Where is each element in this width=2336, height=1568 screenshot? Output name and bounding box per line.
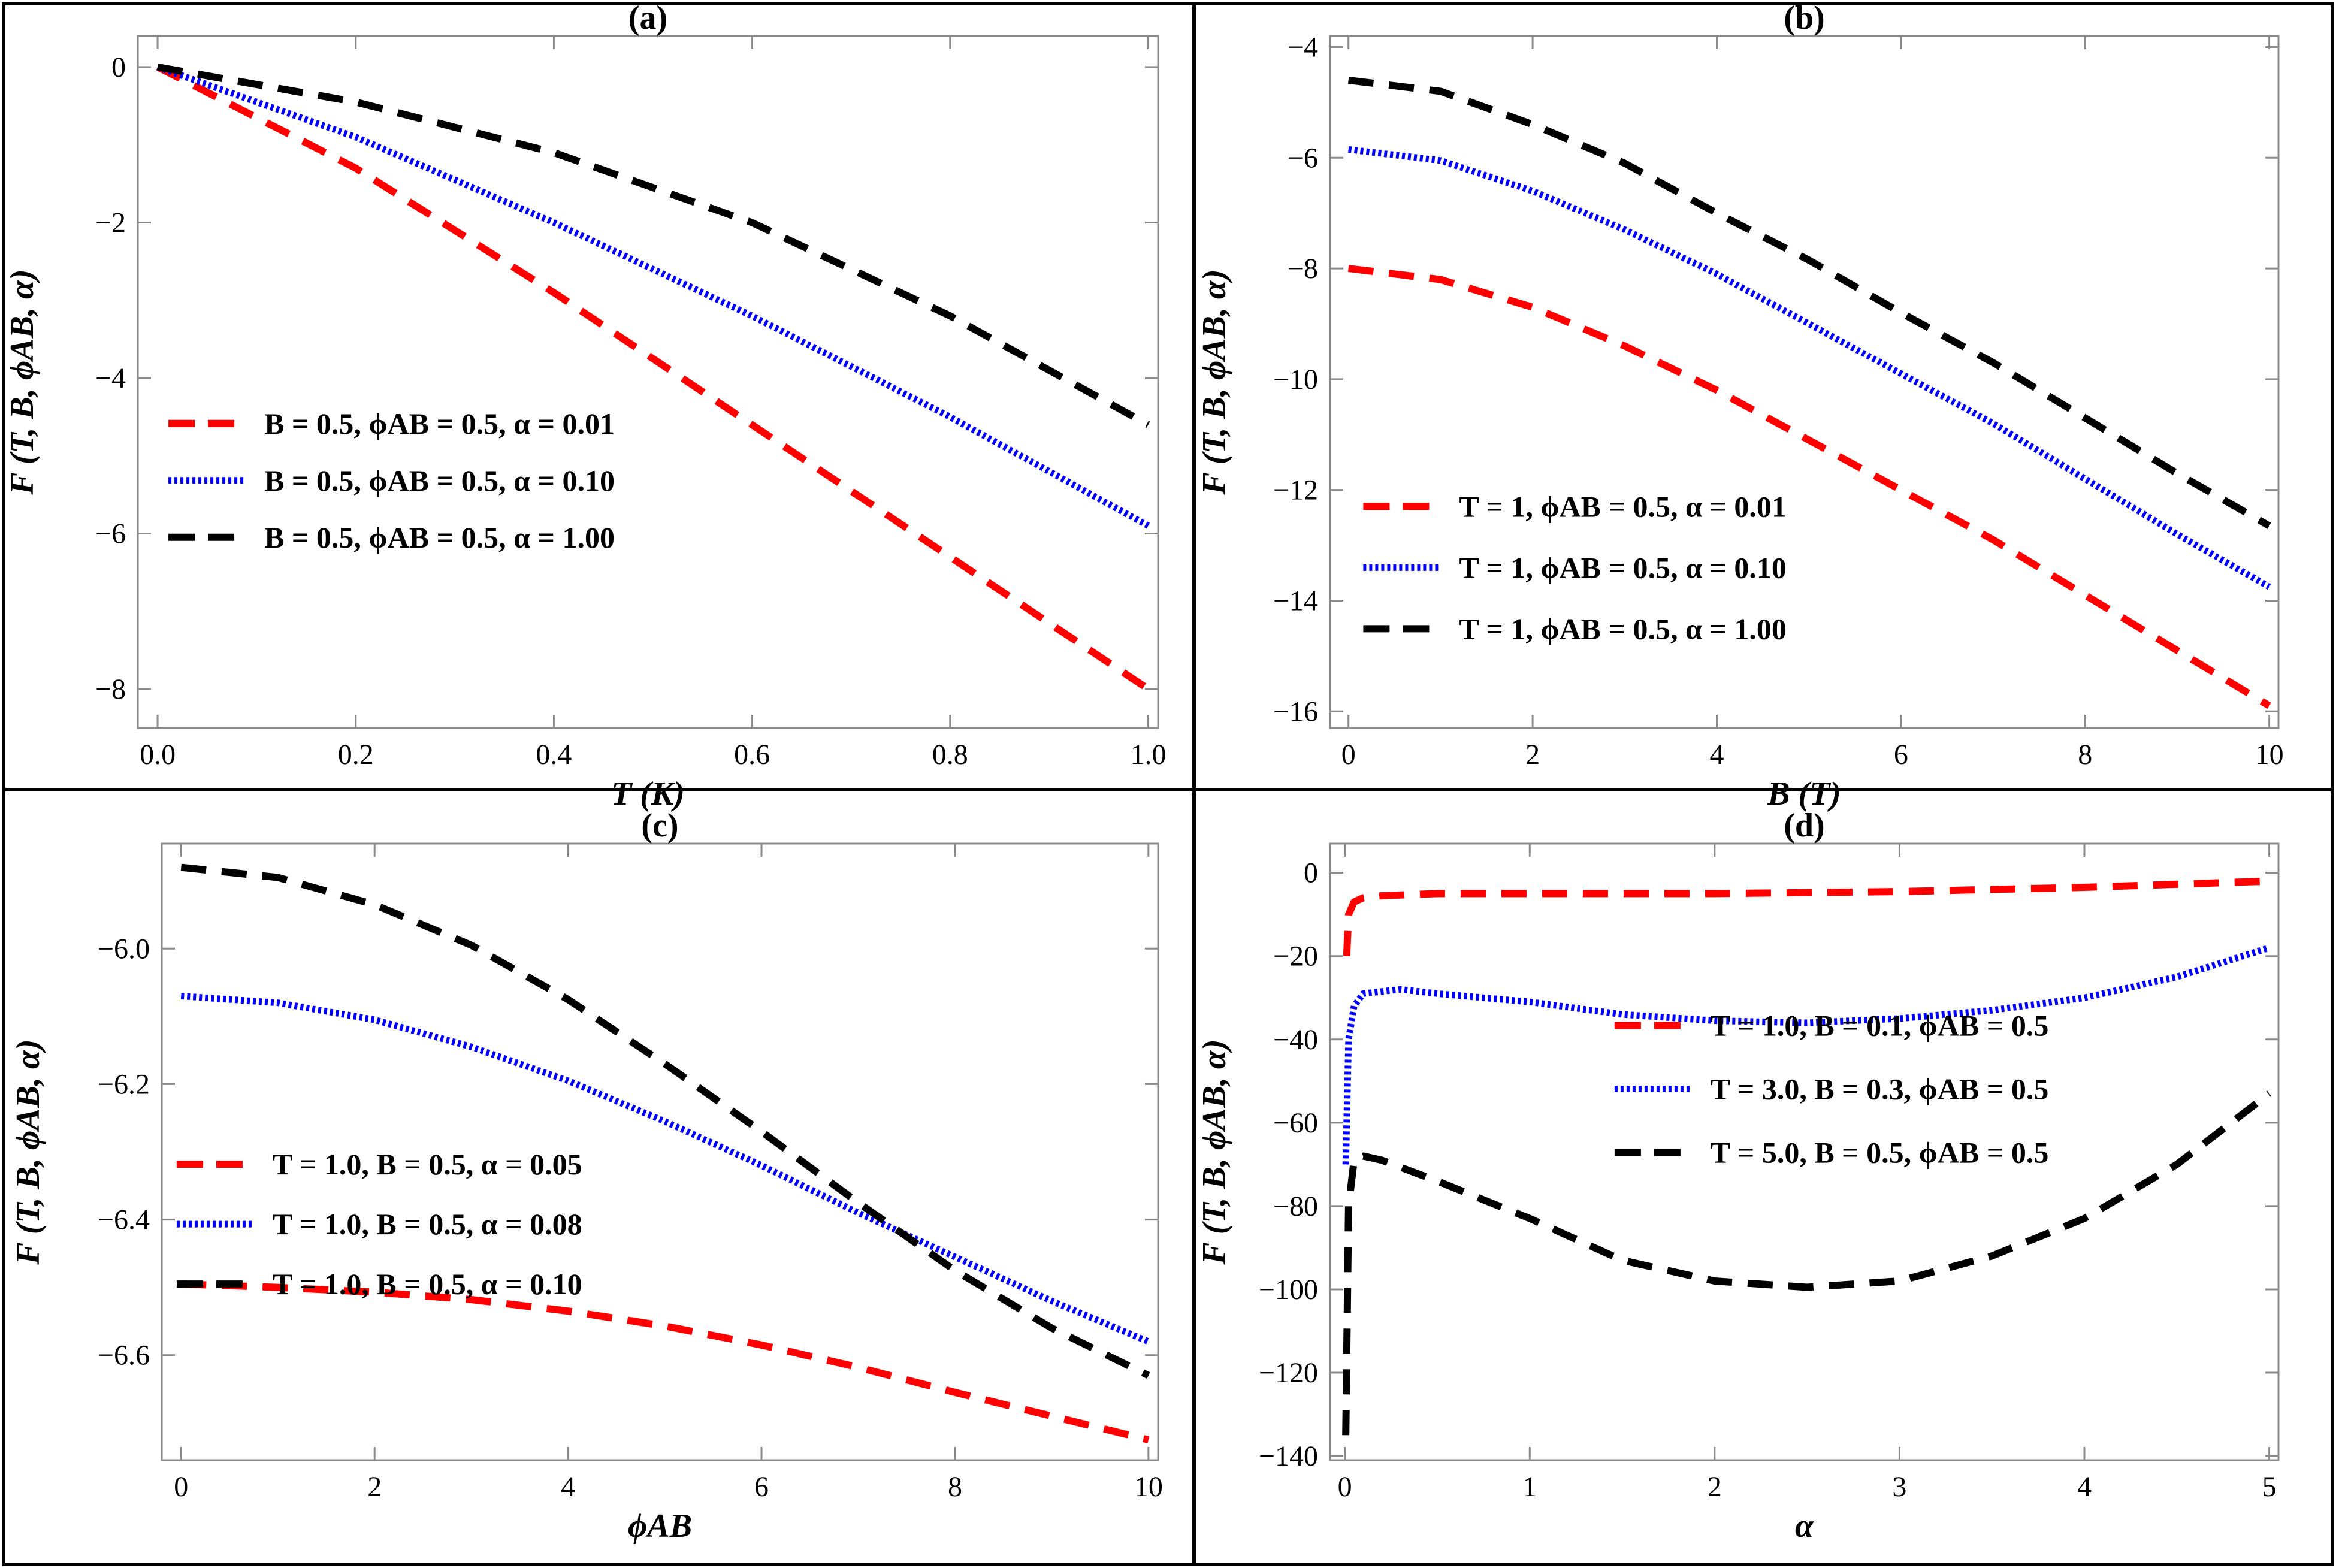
series-line-1	[181, 1280, 1150, 1443]
series-line-3	[157, 63, 1150, 428]
y-tick-label: −100	[1259, 1274, 1318, 1306]
y-tick-label: −4	[1288, 31, 1318, 63]
x-axis-label: α	[1795, 1507, 1814, 1545]
series-line-1	[156, 64, 1150, 693]
plot-frame	[1329, 842, 2280, 1461]
y-axis-label: F (T, B, ϕAB, α)	[4, 269, 41, 495]
chart-title: (a)	[628, 0, 667, 37]
y-tick-label: −2	[95, 207, 126, 238]
x-axis-label: ϕAB	[628, 1507, 692, 1545]
plot-frame	[137, 35, 1159, 729]
chart-title: (b)	[1784, 0, 1824, 37]
series-line-3	[180, 863, 1150, 1379]
legend-label-1: T = 1.0, B = 0.1, ϕAB = 0.5	[1711, 1009, 2048, 1043]
legend-label-1: B = 0.5, ϕAB = 0.5, α = 0.01	[264, 407, 615, 440]
y-tick-label: −80	[1273, 1191, 1318, 1222]
x-tick-label: 10	[2255, 739, 2284, 771]
legend: T = 1.0, B = 0.5, α = 0.05 T = 1.0, B = 0…	[176, 1147, 582, 1301]
legend: T = 1.0, B = 0.1, ϕAB = 0.5 T = 3.0, B = …	[1614, 1009, 2048, 1170]
x-tick-label: 3	[1892, 1471, 1906, 1503]
legend-label-2: B = 0.5, ϕAB = 0.5, α = 0.10	[264, 464, 615, 497]
y-tick-label: −6.0	[98, 933, 150, 965]
y-tick-label: 0	[1304, 857, 1318, 889]
x-tick-label: 2	[1708, 1471, 1722, 1503]
x-tick-label: 6	[1894, 739, 1908, 771]
y-tick-label: −120	[1259, 1357, 1318, 1389]
x-tick-label: 0	[174, 1471, 188, 1503]
x-tick-label: 10	[1134, 1471, 1163, 1503]
legend: B = 0.5, ϕAB = 0.5, α = 0.01 B = 0.5, ϕAB…	[168, 407, 615, 554]
y-tick-label: 0	[111, 52, 126, 83]
y-axis-label: F (T, B, ϕAB, α)	[10, 1039, 47, 1265]
x-axis-label: B (T)	[1767, 775, 1841, 812]
y-tick-label: −14	[1273, 585, 1318, 617]
panel-c: (c) 0 2 4 6 8 10 −6.0 −6.2 −6.4 −6.6 ϕAB F (T, B, ϕA…	[10, 807, 1163, 1545]
y-tick-label: −40	[1273, 1024, 1318, 1056]
x-tick-label: 1	[1522, 1471, 1537, 1503]
legend-label-1: T = 1.0, B = 0.5, α = 0.05	[273, 1147, 582, 1181]
x-tick-label: 0.8	[932, 739, 968, 771]
legend-label-2: T = 1.0, B = 0.5, α = 0.08	[273, 1207, 582, 1241]
x-tick-label: 2	[1525, 739, 1540, 771]
y-tick-label: −10	[1273, 364, 1318, 395]
plot-frame	[161, 842, 1159, 1461]
y-tick-label: −4	[95, 362, 126, 394]
legend-label-3: T = 1.0, B = 0.5, α = 0.10	[273, 1267, 582, 1301]
x-tick-label: 4	[1709, 739, 1724, 771]
panel-d: (d) 0 1 2 3 4 5 0 −20 −40 −60 −80 −100 −120 −140 α F (T,…	[1196, 807, 2280, 1545]
x-tick-label: 0.0	[140, 739, 176, 771]
y-tick-label: −6.2	[98, 1068, 150, 1100]
y-tick-label: −20	[1273, 941, 1318, 972]
series-line-2	[1342, 944, 2271, 1165]
legend-label-2: T = 3.0, B = 0.3, ϕAB = 0.5	[1711, 1072, 2048, 1106]
y-tick-label: −6.4	[98, 1204, 150, 1236]
x-tick-label: 2	[367, 1471, 382, 1503]
legend-label-3: B = 0.5, ϕAB = 0.5, α = 1.00	[264, 521, 615, 554]
y-tick-label: −60	[1273, 1107, 1318, 1139]
x-tick-label: 5	[2262, 1471, 2277, 1503]
series-line-3	[1347, 76, 2271, 529]
y-tick-label: −8	[1288, 253, 1318, 285]
x-axis-label: T (K)	[611, 775, 685, 812]
chart-title: (d)	[1784, 807, 1824, 844]
y-tick-label: −6	[1288, 142, 1318, 174]
y-tick-label: −16	[1273, 696, 1318, 727]
panel-b: (b) 0 2 4 6 8 10 −4 −6 −8 −10 −12 −14 −16 B (T) F (T, B…	[1196, 0, 2284, 812]
x-tick-label: 0	[1341, 739, 1356, 771]
panel-a: (a) 0.0 0.2 0.4 0.6 0.8 1.0 0 −2 −4 −6 −8 T (K) F (T,…	[4, 0, 1166, 812]
x-tick-label: 0	[1338, 1471, 1352, 1503]
series-line-1	[1343, 877, 2269, 956]
series-line-2	[180, 992, 1150, 1345]
x-tick-label: 4	[2077, 1471, 2092, 1503]
y-axis-label: F (T, B, ϕAB, α)	[1196, 1039, 1233, 1265]
legend: T = 1, ϕAB = 0.5, α = 0.01 T = 1, ϕAB = 0…	[1363, 490, 1787, 645]
y-tick-label: −140	[1259, 1440, 1318, 1472]
x-tick-label: 8	[948, 1471, 962, 1503]
x-tick-label: 4	[561, 1471, 575, 1503]
plot-frame	[1329, 35, 2280, 729]
y-tick-label: −12	[1273, 475, 1318, 506]
legend-label-2: T = 1, ϕAB = 0.5, α = 0.10	[1459, 551, 1786, 584]
series-line-2	[156, 64, 1150, 529]
series-line-1	[1347, 265, 2271, 709]
x-tick-label: 8	[2078, 739, 2092, 771]
y-tick-label: −6	[95, 518, 126, 550]
x-tick-label: 6	[754, 1471, 769, 1503]
legend-label-1: T = 1, ϕAB = 0.5, α = 0.01	[1459, 490, 1786, 523]
x-tick-label: 0.6	[734, 739, 770, 771]
x-tick-label: 0.4	[536, 739, 572, 771]
y-tick-label: −6.6	[98, 1340, 150, 1371]
x-tick-label: 1.0	[1130, 739, 1166, 771]
x-tick-label: 0.2	[338, 739, 374, 771]
y-tick-label: −8	[95, 673, 126, 705]
legend-label-3: T = 5.0, B = 0.5, ϕAB = 0.5	[1711, 1136, 2048, 1170]
chart-title: (c)	[641, 807, 678, 844]
series-line-2	[1348, 146, 2271, 590]
legend-label-3: T = 1, ϕAB = 0.5, α = 1.00	[1459, 612, 1786, 645]
y-axis-label: F (T, B, ϕAB, α)	[1196, 269, 1233, 495]
